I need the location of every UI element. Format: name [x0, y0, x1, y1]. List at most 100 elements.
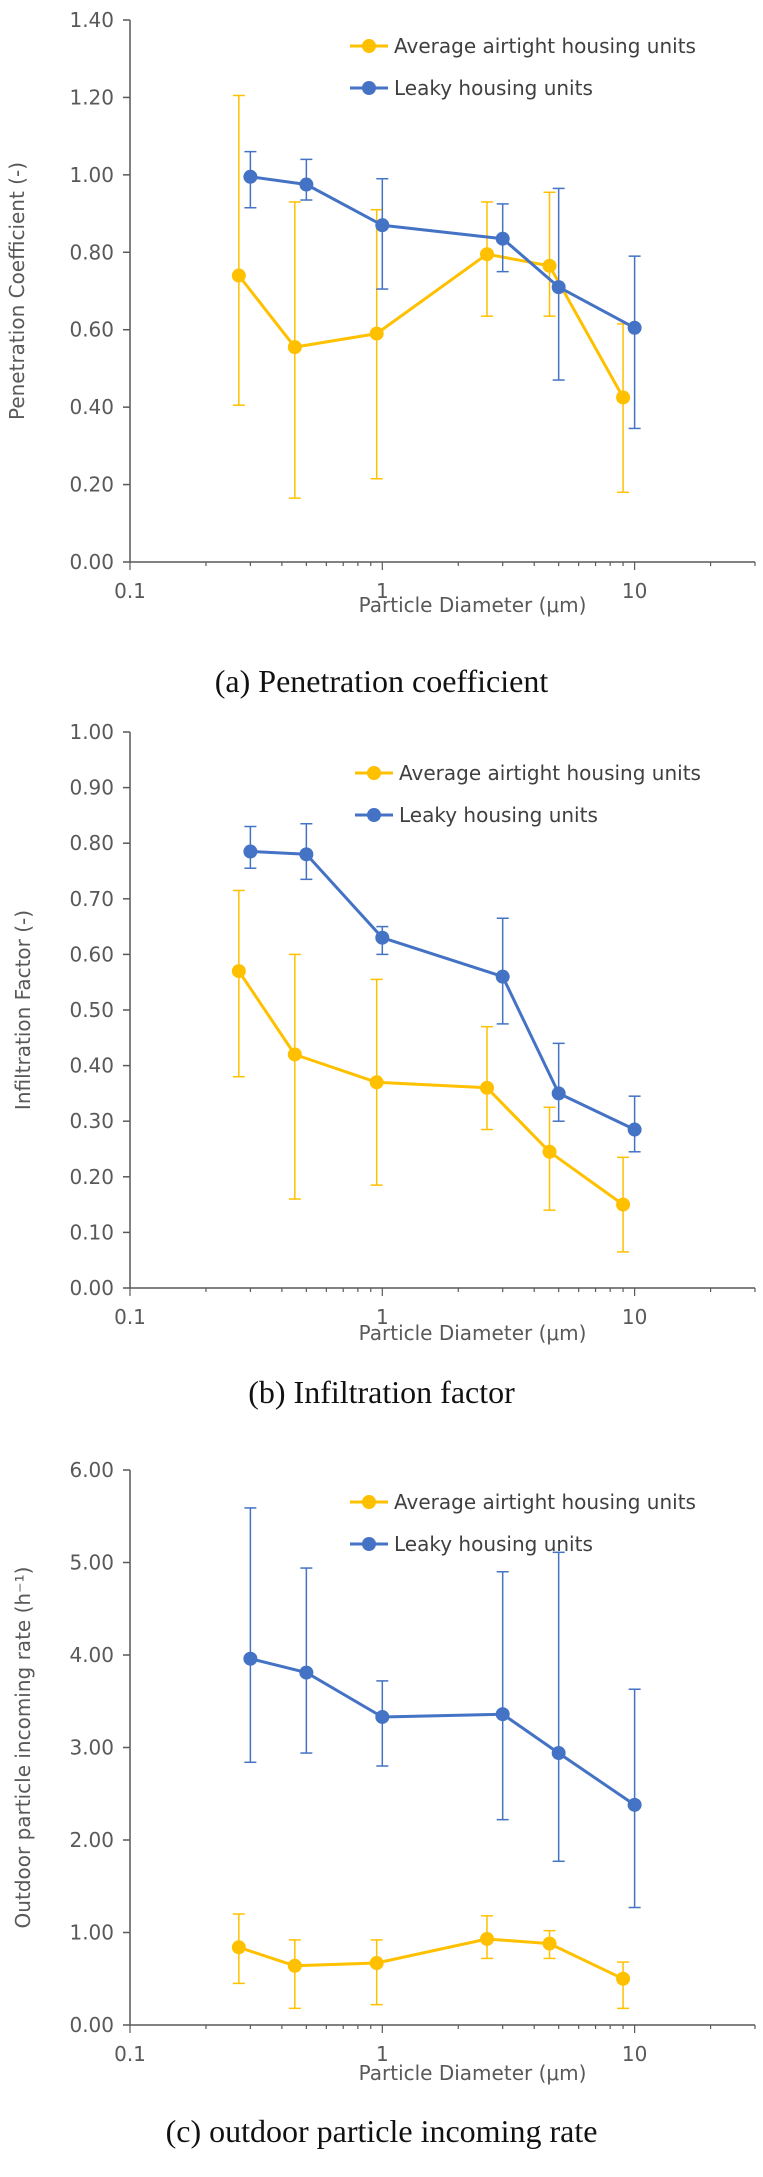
y-tick-label: 0.00 — [69, 1276, 114, 1300]
data-point — [627, 1122, 642, 1137]
series-airtight — [231, 889, 631, 1253]
data-point — [480, 1931, 495, 1946]
data-point — [299, 177, 314, 192]
data-point — [480, 1080, 495, 1095]
x-tick-label: 0.1 — [114, 2042, 146, 2066]
data-point — [369, 1956, 384, 1971]
figure-caption: (b) Infiltration factor — [248, 1374, 515, 1410]
y-tick-label: 5.00 — [69, 1551, 114, 1575]
data-point — [627, 1797, 642, 1812]
chart-svg: 0.00 0.20 0.40 0.60 0.80 1.00 1.20 1.40 0.1 1 10 Pa… — [5, 8, 756, 617]
data-point — [299, 847, 314, 862]
legend-marker — [362, 1537, 376, 1551]
data-point — [542, 1144, 557, 1159]
data-point — [369, 1075, 384, 1090]
y-tick-label: 1.00 — [69, 720, 114, 744]
series-airtight — [231, 94, 631, 499]
x-tick-label: 1 — [376, 579, 389, 603]
data-point — [495, 1707, 510, 1722]
x-tick-label: 10 — [622, 2042, 647, 2066]
series-leaky — [243, 150, 642, 430]
data-point — [375, 930, 390, 945]
series-line — [250, 175, 636, 330]
y-tick-label: 1.00 — [69, 163, 114, 187]
data-point — [287, 1047, 302, 1062]
y-tick-label: 6.00 — [69, 1458, 114, 1482]
chart-panel-penetration: 0.00 0.20 0.40 0.60 0.80 1.00 1.20 1.40 0.1 1 10 Pa… — [0, 0, 763, 710]
x-axis-label: Particle Diameter (μm) — [359, 593, 587, 617]
y-tick-label: 0.20 — [69, 1165, 114, 1189]
legend-marker — [367, 766, 381, 780]
x-axis-label: Particle Diameter (μm) — [359, 1321, 587, 1345]
y-tick-label: 1.40 — [69, 8, 114, 32]
y-tick-label: 0.60 — [69, 942, 114, 966]
y-axis-label: Penetration Coefficient (-) — [5, 162, 29, 420]
y-axis-label: Infiltration Factor (-) — [11, 910, 35, 1110]
y-axis-label: Outdoor particle incoming rate (h⁻¹) — [11, 1567, 35, 1929]
chart-panel-incoming-rate: 0.00 1.00 2.00 3.00 4.00 5.00 6.00 0.1 1 10 Partic… — [0, 1428, 763, 2177]
y-tick-label: 0.70 — [69, 887, 114, 911]
data-point — [542, 258, 557, 273]
data-point — [627, 320, 642, 335]
data-point — [616, 390, 631, 405]
series-airtight — [231, 1913, 631, 2010]
data-point — [231, 964, 246, 979]
x-tick-label: 1 — [376, 2042, 389, 2066]
figure-caption: (c) outdoor particle incoming rate — [165, 2113, 598, 2149]
series-leaky — [243, 1507, 642, 1909]
legend-marker — [367, 808, 381, 822]
y-tick-label: 1.20 — [69, 85, 114, 109]
data-point — [495, 969, 510, 984]
data-point — [616, 1197, 631, 1212]
series-leaky — [243, 822, 642, 1153]
y-tick-label: 0.60 — [69, 318, 114, 342]
data-point — [375, 1709, 390, 1724]
data-point — [243, 1651, 258, 1666]
y-tick-label: 2.00 — [69, 1828, 114, 1852]
data-point — [243, 844, 258, 859]
data-point — [243, 169, 258, 184]
y-tick-label: 0.40 — [69, 395, 114, 419]
legend-label: Leaky housing units — [399, 803, 598, 827]
y-tick-label: 0.30 — [69, 1109, 114, 1133]
chart-svg: 0.00 1.00 2.00 3.00 4.00 5.00 6.00 0.1 1 10 Partic… — [11, 1458, 756, 2085]
data-point — [616, 1971, 631, 1986]
y-tick-label: 1.00 — [69, 1921, 114, 1945]
data-point — [495, 231, 510, 246]
y-tick-label: 0.00 — [69, 550, 114, 574]
data-point — [287, 1958, 302, 1973]
legend-label: Leaky housing units — [394, 76, 593, 100]
data-point — [231, 268, 246, 283]
legend-label: Average airtight housing units — [399, 761, 701, 785]
y-tick-label: 0.80 — [69, 240, 114, 264]
series-line — [238, 1937, 624, 1981]
data-point — [551, 1746, 566, 1761]
y-tick-label: 4.00 — [69, 1643, 114, 1667]
x-tick-label: 10 — [622, 579, 647, 603]
data-point — [542, 1936, 557, 1951]
x-axis-label: Particle Diameter (μm) — [359, 2061, 587, 2085]
x-tick-label: 1 — [376, 1305, 389, 1329]
legend-label: Leaky housing units — [394, 1532, 593, 1556]
legend-marker — [362, 81, 376, 95]
data-point — [551, 1086, 566, 1101]
legend-marker — [362, 1495, 376, 1509]
x-tick-label: 0.1 — [114, 1305, 146, 1329]
series-line — [237, 252, 625, 399]
series-line — [237, 970, 624, 1206]
data-point — [480, 247, 495, 262]
series-line — [250, 850, 636, 1131]
data-point — [375, 218, 390, 233]
data-point — [231, 1940, 246, 1955]
data-point — [287, 340, 302, 355]
chart-svg: 0.00 0.10 0.20 0.30 0.40 0.50 0.60 0.70 0.80 0.90… — [11, 720, 756, 1345]
x-tick-label: 0.1 — [114, 579, 146, 603]
y-tick-label: 0.50 — [69, 998, 114, 1022]
legend-label: Average airtight housing units — [394, 1490, 696, 1514]
chart-panel-infiltration: 0.00 0.10 0.20 0.30 0.40 0.50 0.60 0.70 0.80 0.90… — [0, 710, 763, 1428]
y-tick-label: 0.80 — [69, 831, 114, 855]
figure-caption: (a) Penetration coefficient — [214, 663, 549, 699]
legend-label: Average airtight housing units — [394, 34, 696, 58]
y-tick-label: 0.20 — [69, 473, 114, 497]
y-tick-label: 0.00 — [69, 2013, 114, 2037]
